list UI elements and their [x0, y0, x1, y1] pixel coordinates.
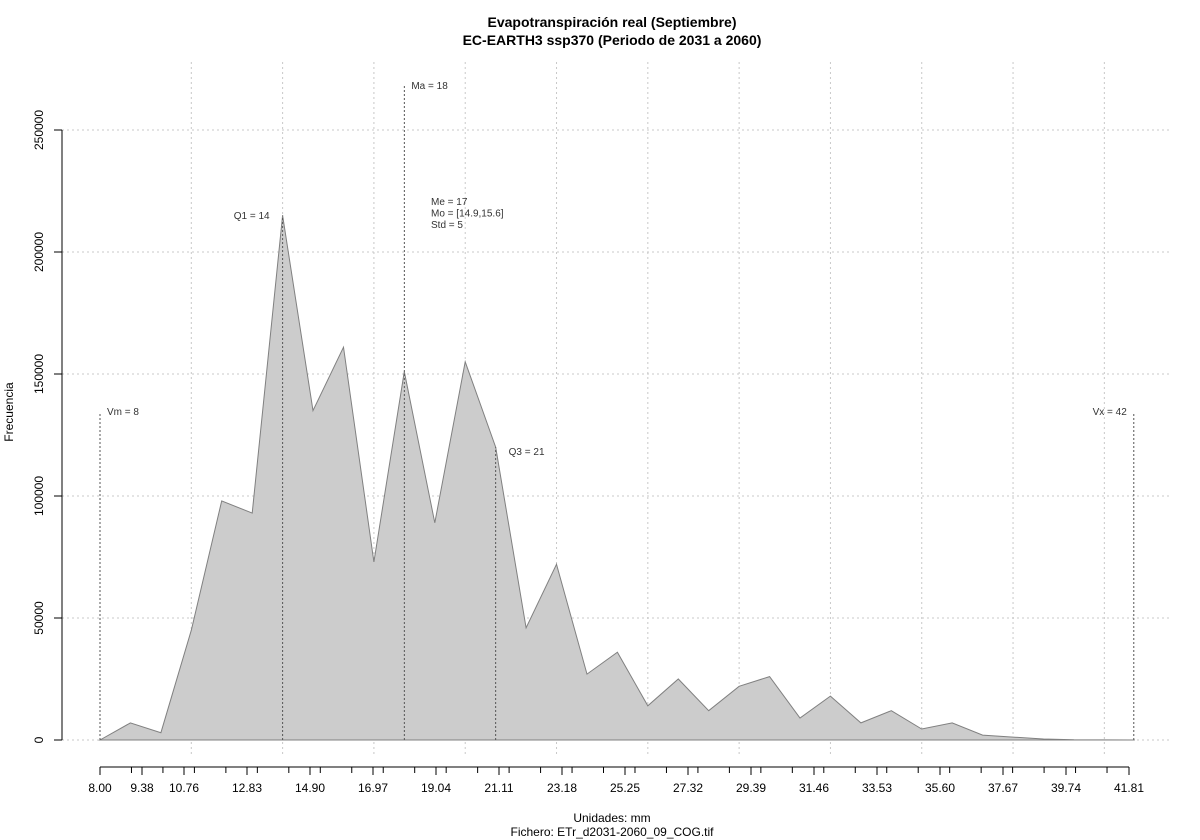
- x-tick-label: 33.53: [862, 781, 892, 795]
- y-tick-label: 100000: [32, 476, 46, 516]
- y-axis-label: Frecuencia: [2, 382, 16, 442]
- chart-subtitle: EC-EARTH3 ssp370 (Periodo de 2031 a 2060…: [463, 32, 762, 48]
- x-tick-label: 10.76: [169, 781, 199, 795]
- label-stat: Mo = [14.9,15.6]: [431, 209, 504, 220]
- chart-title: Evapotranspiración real (Septiembre): [488, 14, 737, 30]
- y-tick-label: 0: [32, 736, 46, 743]
- x-tick-label: 8.00: [88, 781, 112, 795]
- label-ma: Ma = 18: [411, 81, 448, 92]
- x-tick-label: 16.97: [358, 781, 388, 795]
- label-stat: Std = 5: [431, 220, 463, 231]
- y-tick-label: 250000: [32, 110, 46, 150]
- x-tick-label: 31.46: [799, 781, 829, 795]
- axis-layer: 8.00 9.38 10.76 12.83 14.90 16.97 19.04 21.11 23…: [32, 110, 1144, 795]
- x-tick-label: 29.39: [736, 781, 766, 795]
- label-q3: Q3 = 21: [509, 447, 545, 458]
- x-axis-label: Unidades: mm: [573, 811, 650, 825]
- label-vm: Vm = 8: [107, 407, 139, 418]
- y-tick-label: 50000: [32, 601, 46, 635]
- footer-filename: Fichero: ETr_d2031-2060_09_COG.tif: [511, 825, 715, 839]
- x-tick-label: 41.81: [1114, 781, 1144, 795]
- y-tick-label: 200000: [32, 232, 46, 272]
- x-tick-label: 35.60: [925, 781, 955, 795]
- x-tick-label: 21.11: [484, 781, 513, 795]
- label-stat: Me = 17: [431, 197, 468, 208]
- x-tick-label: 14.90: [295, 781, 325, 795]
- x-tick-label: 19.04: [421, 781, 451, 795]
- x-tick-label: 37.67: [988, 781, 1018, 795]
- marker-layer: [99, 86, 1135, 740]
- x-tick-label: 12.83: [232, 781, 262, 795]
- x-tick-label: 39.74: [1051, 781, 1081, 795]
- area-fill: [98, 215, 1135, 741]
- x-tick-label: 27.32: [673, 781, 703, 795]
- x-tick-label: 23.18: [547, 781, 577, 795]
- label-q1: Q1 = 14: [234, 211, 270, 222]
- x-tick-label: 9.38: [130, 781, 154, 795]
- y-tick-label: 150000: [32, 354, 46, 394]
- label-vx: Vx = 42: [1093, 407, 1128, 418]
- x-tick-label: 25.25: [610, 781, 640, 795]
